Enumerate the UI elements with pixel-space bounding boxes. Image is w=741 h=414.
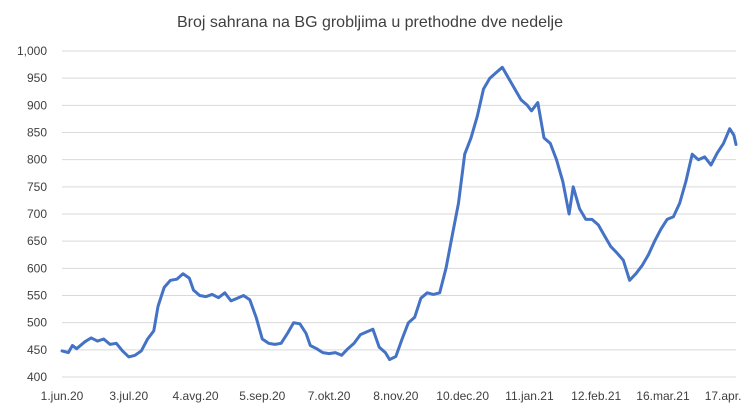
x-tick-label: 11.jan.21 [505, 389, 554, 403]
series-line [60, 65, 738, 362]
y-tick-label: 550 [27, 289, 47, 303]
y-tick-label: 750 [27, 180, 47, 194]
x-tick-label: 8.nov.20 [373, 389, 418, 403]
y-tick-label: 500 [27, 316, 47, 330]
y-tick-label: 950 [27, 71, 47, 85]
x-tick-label: 5.sep.20 [239, 389, 285, 403]
x-axis-ticks: 1.jun.20 3.jul.20 4.avg.20 5.sep.20 7.okt.20… [41, 389, 741, 403]
y-tick-label: 1,000 [17, 44, 47, 58]
x-tick-label: 1.jun.20 [41, 389, 84, 403]
x-tick-label: 16.mar.21 [636, 389, 690, 403]
y-tick-label: 650 [27, 234, 47, 248]
y-tick-label: 700 [27, 207, 47, 221]
y-tick-label: 850 [27, 126, 47, 140]
y-tick-label: 400 [27, 370, 47, 384]
y-axis-ticks: 1,000 950 900 850 800 750 700 650 600 550 500 450 40… [17, 44, 47, 384]
x-tick-label: 17.apr.21 [705, 389, 741, 403]
x-tick-label: 7.okt.20 [308, 389, 351, 403]
y-tick-label: 600 [27, 261, 47, 275]
series-layer [60, 65, 738, 362]
x-tick-label: 3.jul.20 [109, 389, 148, 403]
chart-title: Broj sahrana na BG grobljima u prethodne… [177, 14, 563, 31]
y-tick-label: 450 [27, 343, 47, 357]
x-tick-label: 12.feb.21 [571, 389, 621, 403]
y-tick-label: 800 [27, 153, 47, 167]
y-tick-label: 900 [27, 98, 47, 112]
x-tick-label: 10.dec.20 [436, 389, 489, 403]
gridlines [62, 50, 736, 378]
x-tick-label: 4.avg.20 [173, 389, 219, 403]
